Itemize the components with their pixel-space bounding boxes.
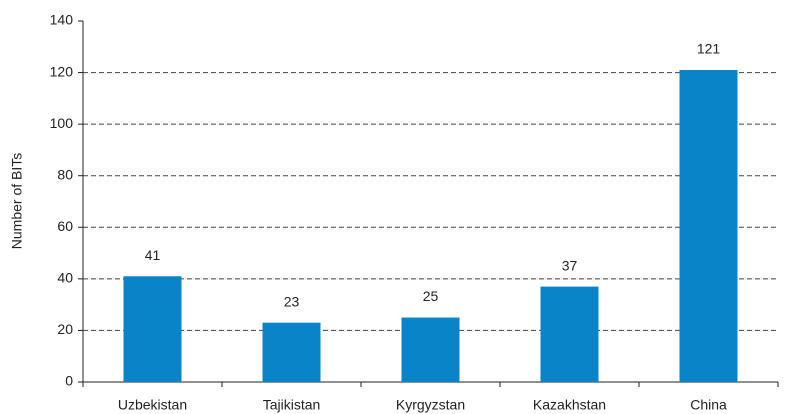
bar (540, 286, 599, 382)
y-tick-label: 80 (57, 166, 73, 182)
y-axis-label: Number of BITs (9, 153, 25, 249)
bar (401, 317, 460, 382)
x-tick-label: Uzbekistan (118, 397, 187, 413)
bar (679, 69, 738, 382)
y-tick-label: 60 (57, 218, 73, 234)
y-tick-label: 40 (57, 270, 73, 286)
x-tick-label: Tajikistan (263, 397, 321, 413)
y-tick-label: 140 (50, 12, 74, 28)
y-tick-label: 0 (65, 373, 73, 389)
data-label: 37 (562, 257, 578, 273)
data-label: 121 (697, 41, 721, 57)
bar (123, 276, 182, 382)
data-label: 41 (145, 247, 161, 263)
x-tick-label: China (690, 397, 727, 413)
data-label: 25 (423, 288, 439, 304)
y-tick-label: 120 (50, 63, 74, 79)
y-tick-label: 100 (50, 115, 74, 131)
x-tick-label: Kazakhstan (533, 397, 606, 413)
data-label: 23 (284, 293, 300, 309)
x-tick-label: Kyrgyzstan (396, 397, 465, 413)
y-tick-label: 20 (57, 321, 73, 337)
bar (262, 322, 321, 382)
